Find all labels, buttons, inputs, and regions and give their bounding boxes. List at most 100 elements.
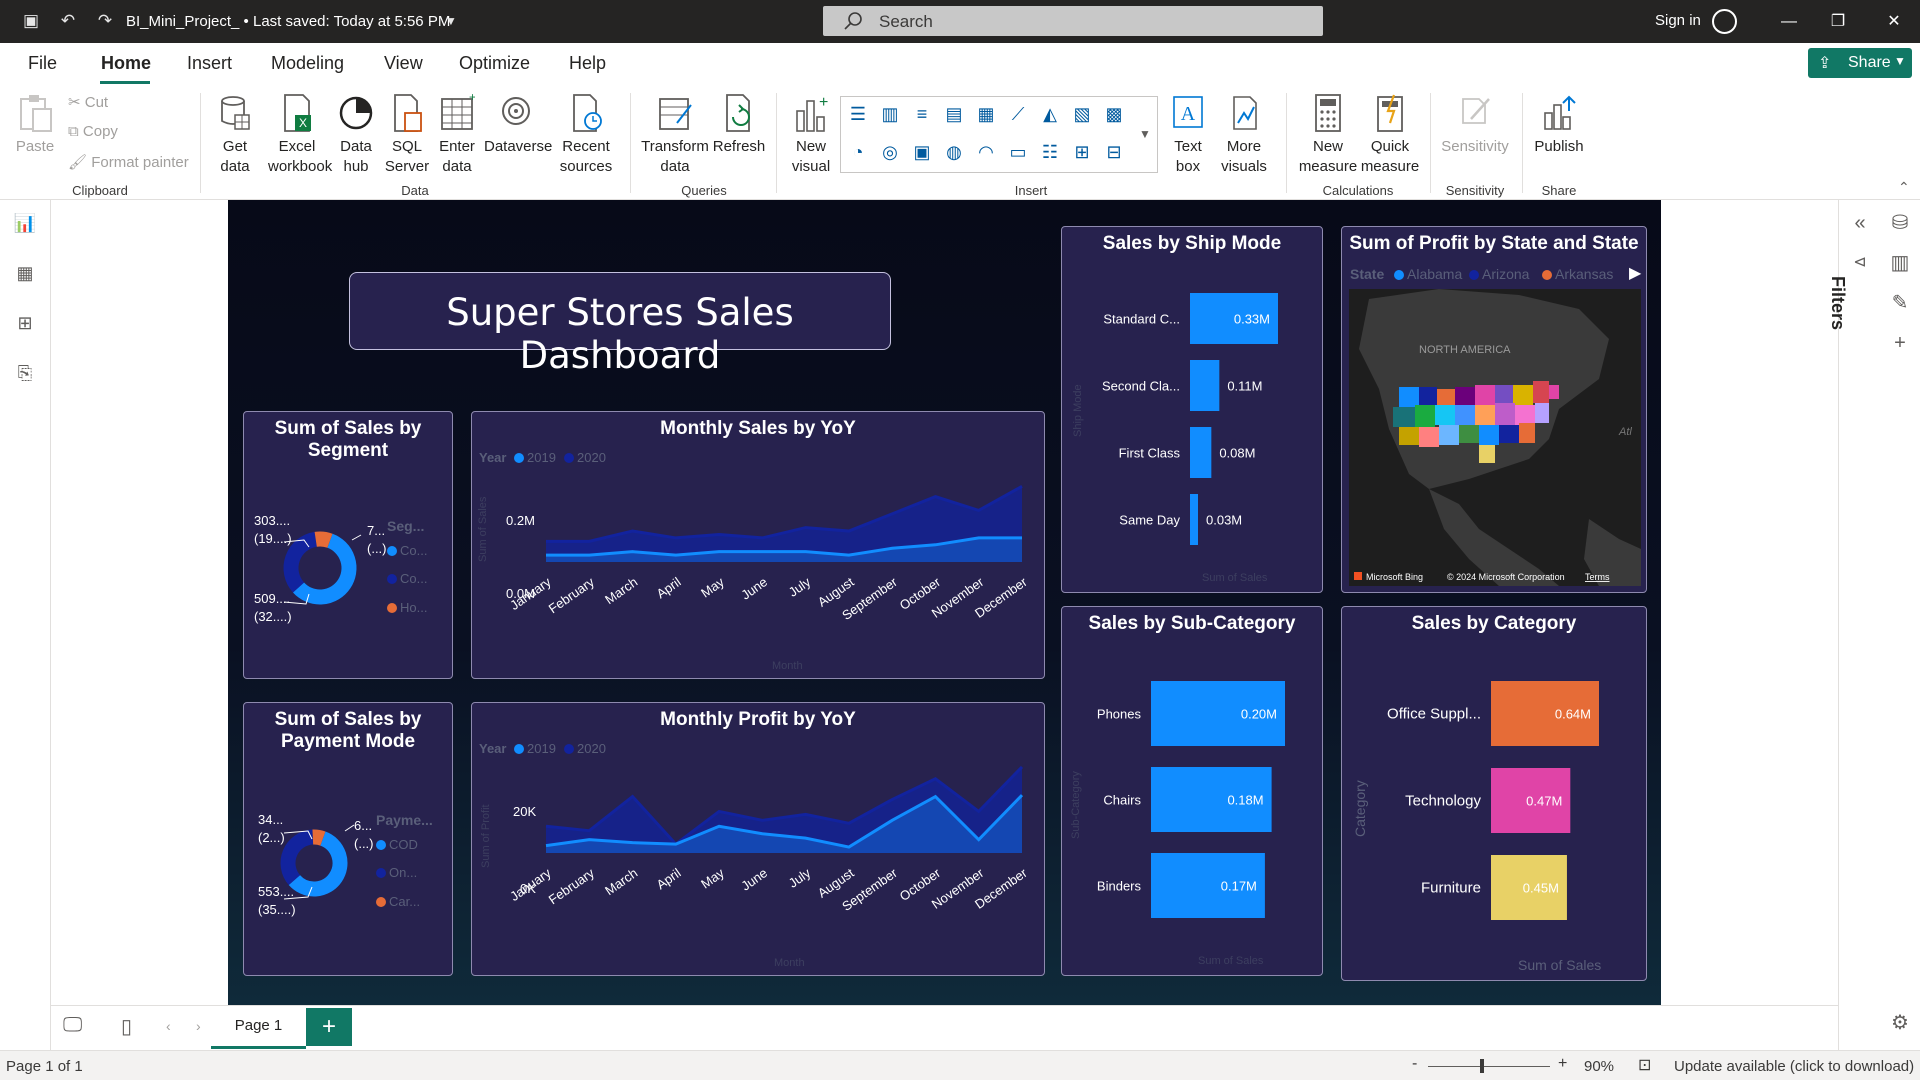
legend-item[interactable]: Ho...: [387, 600, 427, 615]
zoom-slider-thumb[interactable]: [1480, 1059, 1484, 1073]
legend-item[interactable]: 2020: [564, 741, 606, 756]
bar[interactable]: [1151, 681, 1285, 746]
add-page-button[interactable]: +: [306, 1008, 352, 1046]
clustered-bar-icon[interactable]: ≡: [916, 104, 928, 124]
sub-category-tile[interactable]: Sales by Sub-Category Phones 0.20M Chairs 0…: [1061, 606, 1323, 976]
legend-item[interactable]: Arizona: [1469, 266, 1529, 282]
menu-insert[interactable]: Insert: [187, 53, 233, 73]
next-page-icon[interactable]: ›: [196, 1018, 201, 1034]
filter-icon[interactable]: ⊲: [1853, 254, 1867, 271]
segment-donut-tile[interactable]: Sum of Sales by Segment 303.... (19....)…: [243, 411, 453, 679]
get-data-button[interactable]: Get data: [210, 93, 260, 177]
monthly-profit-tile[interactable]: Monthly Profit by YoY Year 2019 2020 20K…: [471, 702, 1045, 976]
cut-button[interactable]: ✂ Cut: [68, 93, 108, 111]
new-visual-button[interactable]: + New visual: [786, 93, 836, 177]
fit-to-page-icon[interactable]: ⊡: [1638, 1057, 1652, 1074]
treemap-icon[interactable]: ▣: [913, 142, 931, 162]
zoom-in-icon[interactable]: +: [1558, 1055, 1568, 1072]
map-terms-link[interactable]: Terms: [1585, 572, 1610, 582]
excel-workbook-button[interactable]: X Excel workbook: [268, 93, 332, 177]
transform-data-button[interactable]: Transform data: [640, 93, 710, 177]
legend-item[interactable]: Car...: [376, 894, 420, 909]
report-view-icon[interactable]: 📊: [13, 213, 37, 233]
menu-file[interactable]: File: [28, 53, 58, 73]
document-title[interactable]: BI_Mini_Project_ • Last saved: Today at …: [126, 13, 451, 30]
paste-button[interactable]: Paste: [12, 93, 58, 157]
payment-donut-tile[interactable]: Sum of Sales by Payment Mode 34... (2...…: [243, 702, 453, 976]
filters-pane-label[interactable]: Filters: [1828, 276, 1848, 331]
legend-item[interactable]: COD: [376, 837, 418, 852]
zoom-slider[interactable]: [1428, 1066, 1550, 1067]
line-chart-icon[interactable]: ⟋: [1011, 104, 1025, 124]
data-pane-icon[interactable]: ⛁: [1891, 212, 1909, 234]
bar[interactable]: [1190, 360, 1220, 411]
publish-button[interactable]: Publish: [1530, 93, 1588, 157]
donut-slice[interactable]: [292, 533, 357, 605]
pie-chart-icon[interactable]: ◔: [852, 142, 864, 162]
more-visuals-button[interactable]: More visuals: [1214, 93, 1274, 177]
legend-item[interactable]: Alabama: [1394, 266, 1462, 282]
close-icon[interactable]: ✕: [1887, 13, 1901, 30]
line-column-icon[interactable]: ▧: [1073, 104, 1091, 124]
undo-icon[interactable]: ↶: [60, 11, 76, 30]
bar[interactable]: [1190, 293, 1278, 344]
bar[interactable]: [1491, 768, 1571, 833]
format-painter-button[interactable]: 🖌 Format painter: [68, 153, 189, 171]
donut-slice[interactable]: [314, 531, 333, 548]
enter-data-button[interactable]: + Enter data: [434, 93, 480, 177]
bar[interactable]: [1151, 853, 1265, 918]
zoom-out-icon[interactable]: -: [1412, 1055, 1418, 1072]
legend-item[interactable]: Arkansas: [1542, 266, 1613, 282]
update-available-link[interactable]: Update available (click to download): [1674, 1058, 1915, 1075]
settings-icon[interactable]: ⚙: [1891, 1012, 1909, 1034]
table-view-icon[interactable]: ▦: [16, 263, 34, 283]
bar[interactable]: [1190, 427, 1212, 478]
donut-slice[interactable]: [280, 829, 314, 885]
gallery-expand-icon[interactable]: ▼: [1139, 127, 1151, 141]
stacked-bar-icon[interactable]: ☰: [849, 104, 867, 124]
profit-map-tile[interactable]: Sum of Profit by State and State State A…: [1341, 226, 1647, 593]
donut-slice[interactable]: [288, 831, 348, 897]
share-button[interactable]: ⇪ Share ▼: [1808, 48, 1912, 78]
matrix-icon[interactable]: ⊟: [1106, 142, 1122, 162]
area-chart-icon[interactable]: ◭: [1043, 104, 1057, 124]
card-icon[interactable]: ▭: [1009, 142, 1027, 162]
ribbon-chart-icon[interactable]: ▩: [1105, 104, 1123, 124]
legend-item[interactable]: On...: [376, 865, 417, 880]
format-pane-icon[interactable]: ✎: [1891, 292, 1909, 314]
legend-item[interactable]: Co...: [387, 571, 427, 586]
previous-page-icon[interactable]: ‹: [166, 1018, 171, 1034]
multi-row-card-icon[interactable]: ☷: [1041, 142, 1059, 162]
bar[interactable]: [1151, 767, 1272, 832]
bar[interactable]: [1491, 855, 1567, 920]
menu-home[interactable]: Home: [101, 53, 152, 73]
donut-slice[interactable]: [283, 531, 318, 593]
desktop-layout-icon[interactable]: 🖵: [63, 1014, 83, 1036]
save-icon[interactable]: ▣: [22, 11, 40, 30]
title-dropdown-icon[interactable]: ▼: [445, 14, 457, 28]
collapse-ribbon-icon[interactable]: ⌃: [1898, 179, 1910, 195]
minimize-icon[interactable]: —: [1781, 13, 1797, 30]
search-input[interactable]: Search: [823, 6, 1323, 36]
bar[interactable]: [1190, 494, 1198, 545]
redo-icon[interactable]: ↷: [97, 11, 113, 30]
add-pane-icon[interactable]: +: [1894, 332, 1906, 354]
legend-item[interactable]: 2019: [514, 450, 556, 465]
page-tab[interactable]: Page 1: [211, 1006, 306, 1049]
restore-icon[interactable]: ❐: [1830, 13, 1846, 30]
gauge-icon[interactable]: ◠: [978, 142, 994, 162]
avatar[interactable]: [1712, 9, 1737, 34]
refresh-button[interactable]: Refresh: [712, 93, 766, 157]
donut-chart-icon[interactable]: ◎: [882, 142, 898, 162]
copy-button[interactable]: ⧉ Copy: [68, 123, 118, 140]
menu-optimize[interactable]: Optimize: [459, 53, 531, 73]
bar[interactable]: [1491, 681, 1599, 746]
new-measure-button[interactable]: New measure: [1296, 93, 1360, 177]
clustered-column-icon[interactable]: ▤: [945, 104, 963, 124]
model-view-icon[interactable]: ⊞: [17, 313, 33, 333]
map-visual[interactable]: NORTH AMERICA Atl Microsoft Bing © 2024 …: [1349, 289, 1641, 586]
map-icon[interactable]: ◍: [946, 142, 962, 162]
menu-view[interactable]: View: [384, 53, 423, 73]
quick-measure-button[interactable]: Quick measure: [1358, 93, 1422, 177]
sql-server-button[interactable]: SQL Server: [384, 93, 430, 177]
